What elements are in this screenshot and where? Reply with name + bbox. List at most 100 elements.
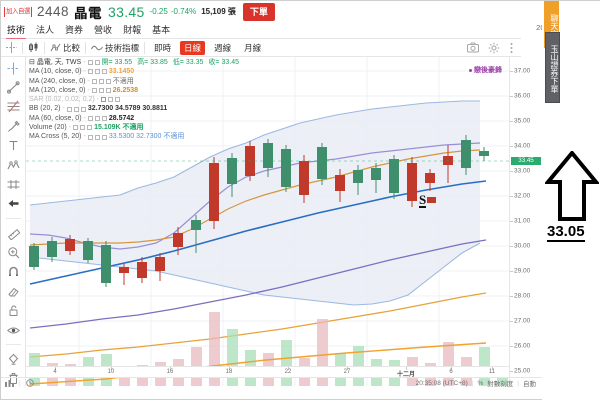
time-tick: 11 [488,369,496,375]
price-tick: 36.00 [514,92,531,100]
legend-settings-box[interactable] [94,60,100,66]
time-tick: 18 [225,369,233,375]
toolbar-divider [44,41,45,54]
compare-button[interactable]: 比較 [45,39,85,57]
legend-settings-box[interactable] [98,88,104,94]
time-tick: 4 [53,369,57,375]
candle [335,169,345,202]
candle [263,139,273,177]
legend-close-box[interactable] [101,69,107,75]
camera-icon[interactable] [467,42,479,53]
legend-toggle-box[interactable] [87,60,93,66]
toolbar-divider [5,344,21,346]
candle [281,145,291,192]
fib-retracement-tool-icon[interactable] [4,100,23,114]
legend-close-box[interactable] [115,97,121,103]
broker-order-tab[interactable]: 玉山證券下單 [545,32,560,103]
pattern-tool-icon[interactable] [4,158,23,172]
crosshair-tool-button[interactable] [1,39,22,57]
legend-study-row: Volume (20) - 15.109K 不適用 [29,124,144,132]
legend-toggle-box[interactable] [87,69,93,75]
legend-close-value: 33.45 [221,59,240,66]
legend-toggle-box[interactable] [87,134,93,140]
legend-close-box[interactable] [101,134,107,140]
status-log-scale-toggle[interactable]: 對數刻度 [487,381,514,388]
price-tick: 31.00 [514,217,531,225]
gear-icon[interactable] [488,42,500,54]
arrow-marker-tool-icon[interactable] [4,197,23,211]
indicators-button[interactable]: 技術指標 [86,39,144,57]
legend-close-box[interactable] [80,106,86,112]
candle [227,153,237,197]
legend-close-box[interactable] [105,78,111,84]
forecast-tool-icon[interactable] [4,177,23,191]
legend-toggle-box[interactable] [101,97,107,103]
clock-icon[interactable] [25,379,34,387]
price-chart[interactable]: ⊟ 晶電, 天, TWS - 開= 33.55 高= 33.85 低= 33.35 收… [26,57,509,386]
timeframe-monthly[interactable]: 月線 [244,42,262,53]
ideas-icon[interactable] [4,352,23,366]
bollinger-band-fill [30,101,480,305]
tab-institutional[interactable]: 法人 [36,24,55,35]
timeframe-daily[interactable]: 日線 [180,40,206,55]
current-price-badge: 33.45 [511,157,541,165]
time-tick: 16 [166,369,174,375]
legend-toggle-box[interactable] [87,115,93,121]
legend-settings-box[interactable] [73,106,79,112]
measure-ruler-icon[interactable] [4,226,23,240]
tab-margin[interactable]: 資券 [65,24,84,35]
eye-hide-icon[interactable] [4,323,23,337]
legend-settings-box[interactable] [80,125,86,131]
legend-toggle-box[interactable] [91,88,97,94]
legend-study-row: MA (120, close, 0) - 26.2538 [29,86,139,94]
sell-signal-marker[interactable]: S [419,192,437,208]
toolbar-right-group [467,42,521,54]
legend-toggle-box[interactable] [73,125,79,131]
tab-financials[interactable]: 財報 [123,24,142,35]
legend-close-box[interactable] [101,115,107,121]
legend-settings-box[interactable] [98,78,104,84]
more-vertical-icon[interactable] [509,42,514,54]
legend-open-value: 33.55 [114,59,133,66]
zoom-in-icon[interactable] [4,245,23,259]
legend-toggle-box[interactable] [91,78,97,84]
text-tool-icon[interactable] [4,139,23,153]
up-arrow-annotation [545,151,599,221]
lock-icon[interactable] [4,303,23,317]
tab-technical[interactable]: 技術 [5,23,27,40]
arrow-target-price: 33.05 [547,223,585,242]
price-tick: 27.00 [514,317,531,325]
legend-close-box[interactable] [105,88,111,94]
tab-revenue[interactable]: 營收 [94,24,113,35]
legend-settings-box[interactable] [94,69,100,75]
chart-bars-icon[interactable] [5,379,14,387]
legend-toggle-box[interactable] [66,106,72,112]
status-auto-toggle[interactable]: 自動 [523,381,536,388]
time-axis[interactable]: 4 10 16 18 22 27 十二月 6 11 [26,366,509,378]
legend-title-row: ⊟ 晶電, 天, TWS - 開= 33.55 高= 33.85 低= 33.35 收… [29,59,240,66]
tab-basic[interactable]: 基本 [152,24,171,35]
place-order-button[interactable]: 下單 [242,2,275,21]
brush-tool-icon[interactable] [4,119,23,133]
crosshair-tool-icon[interactable] [4,61,23,75]
legend-close-box[interactable] [87,125,93,131]
price-axis[interactable]: 37.00 36.00 35.00 34.00 33.45 33.00 32.0… [509,57,542,386]
trend-line-tool-icon[interactable] [4,80,23,94]
legend-study-name: MA (240, close, 0) [29,77,86,85]
add-favorite-button[interactable]: 加入自選 [4,6,32,17]
price-tick: 32.00 [514,192,531,200]
status-percent-toggle[interactable]: % [477,379,484,387]
timeframe-weekly[interactable]: 週線 [214,42,232,53]
chart-style-button[interactable] [23,39,44,57]
legend-settings-box[interactable] [108,97,114,103]
legend-high-value: 33.85 [150,59,168,66]
right-rail: 聊天室 玉山證券下單 33.05 [542,1,600,400]
candle [461,135,471,175]
magnet-icon[interactable] [4,265,23,279]
legend-settings-box[interactable] [94,115,100,121]
legend-study-value: 26.2538 [112,86,139,94]
legend-collapse-icon[interactable]: ⊟ [29,59,35,66]
eraser-icon[interactable] [4,284,23,298]
legend-settings-box[interactable] [94,134,100,140]
timeframe-realtime[interactable]: 即時 [154,42,172,53]
